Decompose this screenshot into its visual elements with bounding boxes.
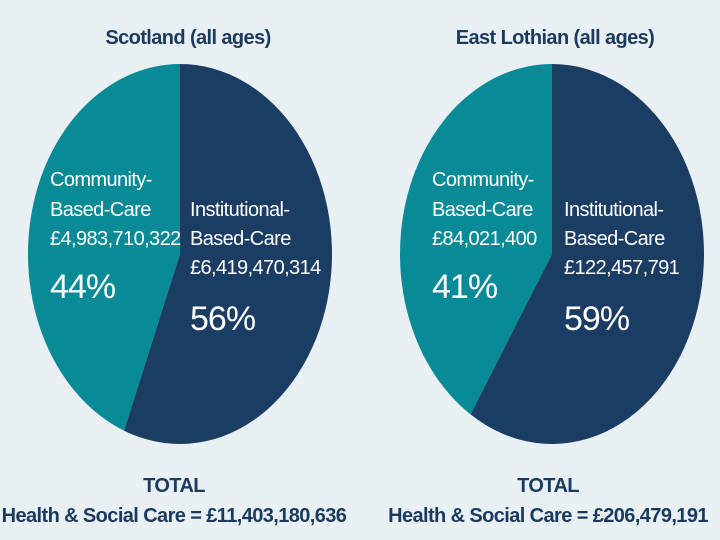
slice-percent-institutional: 59% xyxy=(564,300,630,338)
total-value: Health & Social Care = £206,479,191 xyxy=(388,505,708,527)
slice-institutional xyxy=(124,64,332,444)
slice-label-community-line2: Based-Care xyxy=(432,199,533,221)
total-label: TOTAL xyxy=(143,475,205,497)
slice-community xyxy=(27,64,180,431)
slice-label-community-line1: Community- xyxy=(50,169,152,191)
slice-institutional xyxy=(470,64,704,444)
pie-scotland xyxy=(27,64,332,444)
total-value: Health & Social Care = £11,403,180,636 xyxy=(2,505,347,527)
chart-east-lothian: East Lothian (all ages) Community- Based… xyxy=(388,27,709,527)
slice-amount-community: £4,983,710,322 xyxy=(50,228,181,250)
slice-label-institutional-line1: Institutional- xyxy=(564,199,663,221)
slice-label-institutional-line2: Based-Care xyxy=(190,228,291,250)
slice-label-community-line1: Community- xyxy=(432,169,534,191)
slice-label-institutional-line1: Institutional- xyxy=(190,199,289,221)
slice-label-community-line2: Based-Care xyxy=(50,199,151,221)
slice-community xyxy=(400,64,552,415)
slice-amount-institutional: £122,457,791 xyxy=(564,257,680,279)
slice-amount-institutional: £6,419,470,314 xyxy=(190,257,321,279)
slice-percent-community: 41% xyxy=(432,268,498,306)
chart-title: East Lothian (all ages) xyxy=(456,27,654,49)
total-label: TOTAL xyxy=(517,475,579,497)
chart-scotland: Scotland (all ages) Community- Based-Car… xyxy=(2,27,348,527)
slice-label-institutional-line2: Based-Care xyxy=(564,228,665,250)
slice-percent-institutional: 56% xyxy=(190,300,256,338)
pie-east-lothian xyxy=(400,64,704,444)
slice-amount-community: £84,021,400 xyxy=(432,228,537,250)
slice-percent-community: 44% xyxy=(50,268,116,306)
chart-title: Scotland (all ages) xyxy=(105,27,270,49)
